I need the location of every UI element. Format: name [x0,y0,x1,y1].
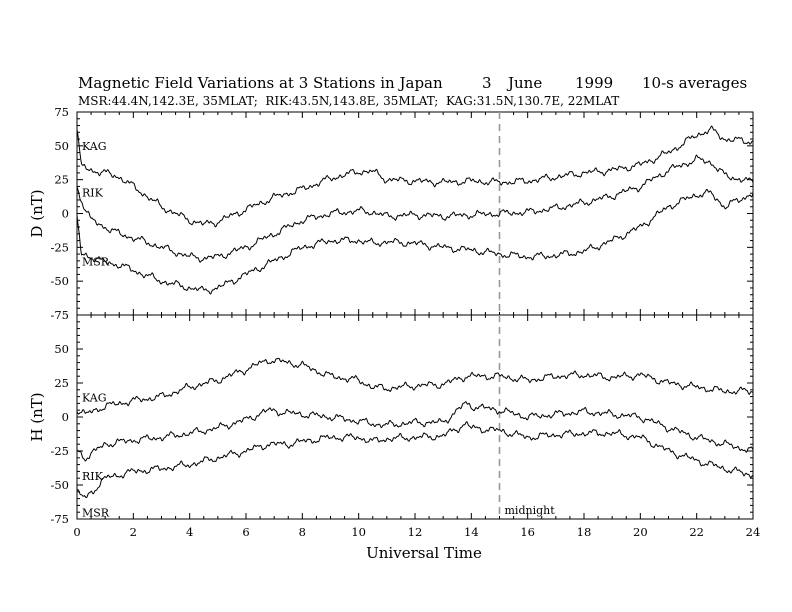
panel-frame [76,111,754,316]
panel-frame [76,314,754,520]
y-tick-label: 0 [62,410,69,424]
y-tick-label: -25 [50,240,69,254]
series-line-msr [76,188,754,295]
chart-averaging: 10-s averages [642,74,747,92]
chart-year: 1999 [575,74,613,92]
y-tick-label: 0 [62,207,69,221]
y-tick-label: 50 [54,342,69,356]
x-tick-label: 10 [351,525,366,539]
x-tick-label: 4 [186,525,193,539]
y-tick-label: 75 [54,105,69,119]
y-tick-label: -50 [50,478,69,492]
y-tick-label: 25 [54,376,69,390]
series-label-msr: MSR [82,507,110,520]
y-axis-label: D (nT) [28,189,46,237]
chart-day: 3 [482,74,492,92]
y-tick-label: 25 [54,173,69,187]
x-tick-label: 6 [242,525,249,539]
x-tick-label: 18 [577,525,592,539]
series-line-kag [76,125,754,228]
x-axis-label: Universal Time [366,544,482,562]
series-label-rik: RIK [82,470,104,483]
chart-title: Magnetic Field Variations at 3 Stations … [78,74,443,92]
y-tick-label: -75 [50,308,69,322]
stations-info: MSR:44.4N,142.3E, 35MLAT; RIK:43.5N,143.… [78,94,619,108]
x-tick-label: 12 [408,525,423,539]
series-label-msr: MSR [82,255,110,268]
x-tick-label: 8 [299,525,306,539]
series-line-rik [76,154,754,263]
chart-month: June [506,74,542,92]
y-tick-label: -25 [50,444,69,458]
y-axis-label: H (nT) [28,392,46,441]
series-label-rik: RIK [82,187,104,200]
x-tick-label: 24 [746,525,761,539]
series-label-kag: KAG [82,140,107,153]
series-line-msr [76,421,754,499]
x-tick-label: 20 [633,525,648,539]
y-tick-label: -75 [50,512,69,526]
y-tick-label: -50 [50,274,69,288]
x-tick-label: 22 [689,525,704,539]
series-line-kag [76,357,754,415]
x-tick-label: 16 [520,525,535,539]
series-label-kag: KAG [82,391,107,404]
y-tick-label: 50 [54,139,69,153]
d-panel: 75 50 25 0 -25 -50 -75 D (nT) KAG RIK MSR [28,105,754,322]
x-tick-label: 2 [130,525,137,539]
midnight-label: midnight [505,504,556,517]
x-tick-label: 0 [73,525,80,539]
x-tick-label: 14 [464,525,479,539]
series-line-rik [76,401,754,462]
